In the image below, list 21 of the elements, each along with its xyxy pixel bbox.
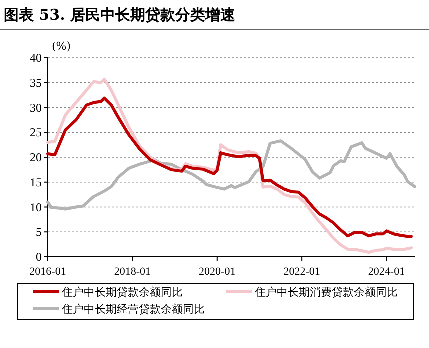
legend-label: 住户中长期经营贷款余额同比 bbox=[62, 303, 205, 316]
chart-title: 图表 53. 居民中长期贷款分类增速 bbox=[4, 6, 237, 24]
x-tick-label: 2022-01 bbox=[284, 266, 320, 278]
x-tick-label: 2018-01 bbox=[114, 266, 152, 278]
x-tick-label: 2024-01 bbox=[368, 266, 406, 278]
y-tick-label: 20 bbox=[30, 150, 42, 164]
y-tick-label: 40 bbox=[30, 51, 42, 65]
legend-label: 住户中长期消费贷款余额同比 bbox=[255, 286, 398, 299]
y-axis-title: (%) bbox=[52, 40, 72, 53]
x-tick-label: 2016-01 bbox=[30, 266, 66, 278]
y-tick-label: 30 bbox=[30, 100, 42, 115]
line-series bbox=[46, 96, 413, 238]
legend-label: 住户中长期贷款余额同比 bbox=[62, 286, 183, 299]
y-tick-label: 35 bbox=[30, 76, 42, 90]
y-tick-label: 5 bbox=[36, 225, 42, 240]
y-tick-label: 0 bbox=[36, 250, 42, 264]
y-tick-label: 25 bbox=[30, 126, 42, 140]
line-series bbox=[46, 140, 416, 211]
y-tick-label: 10 bbox=[30, 200, 42, 214]
y-tick-label: 15 bbox=[30, 175, 42, 190]
x-tick-label: 2020-01 bbox=[199, 266, 236, 278]
